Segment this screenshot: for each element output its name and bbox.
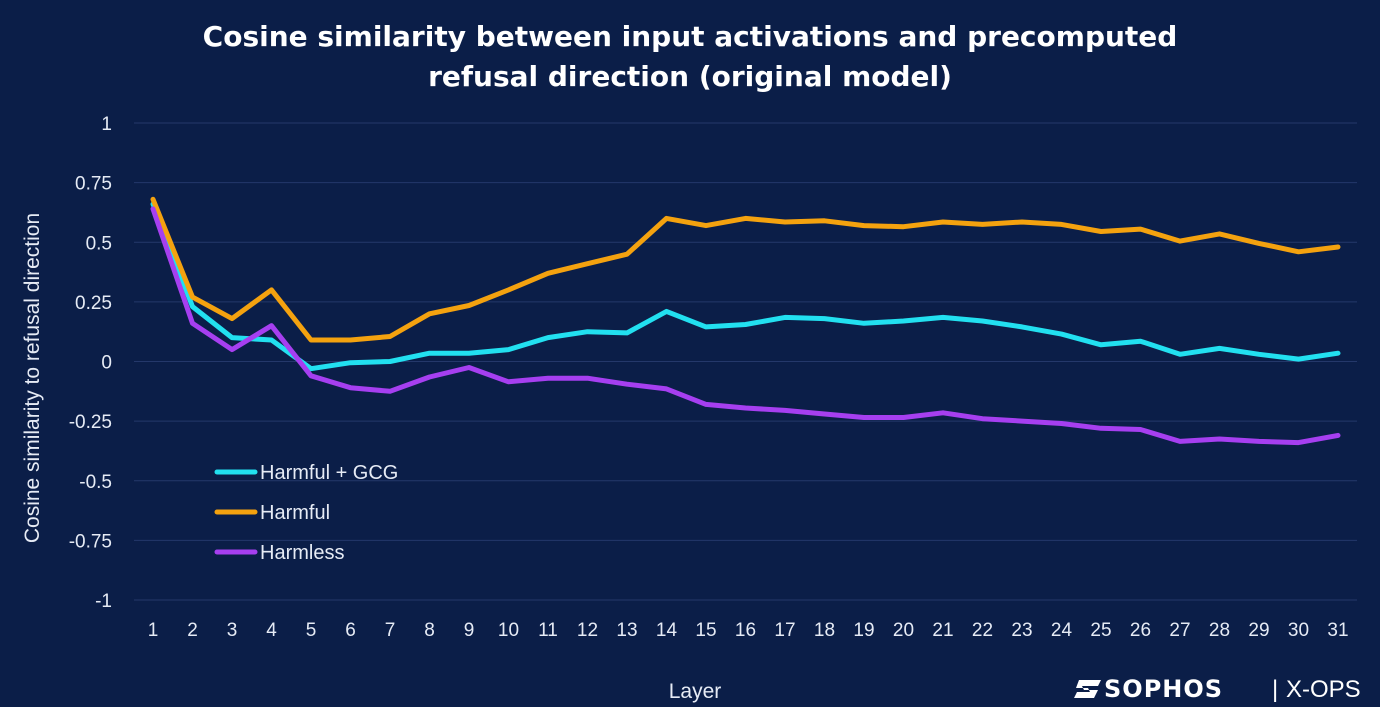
x-tick-label: 19 [853, 620, 874, 641]
series-line-harmless [150, 206, 1341, 446]
x-tick-label: 22 [972, 620, 993, 641]
series-line-harmful-gcg [150, 201, 1341, 372]
x-tick-label: 29 [1248, 620, 1269, 641]
x-tick-label: 31 [1327, 620, 1348, 641]
x-tick-label: 7 [385, 620, 396, 641]
x-tick-label: 12 [577, 620, 598, 641]
y-tick-label: 1 [101, 114, 112, 135]
x-tick-label: 15 [695, 620, 716, 641]
sophos-logo: SOPHOS | X-OPS [1074, 675, 1361, 703]
x-tick-label: 14 [656, 620, 678, 641]
x-tick-label: 1 [148, 620, 159, 641]
x-tick-label: 3 [227, 620, 238, 641]
gridlines [134, 122, 1357, 601]
logo-product: X-OPS [1286, 676, 1361, 703]
y-tick-label: 0.5 [86, 233, 112, 254]
x-tick-label: 20 [893, 620, 914, 641]
x-axis-ticks: 1 2 3 4 5 6 7 8 9 10 11 12 13 14 15 16 17 18 19 20 21 22 23 24 2… [148, 620, 1349, 641]
legend: Harmful + GCG Harmful Harmless [214, 462, 398, 564]
x-axis-label: Layer [669, 680, 722, 703]
x-tick-label: 11 [538, 620, 558, 641]
x-tick-label: 23 [1011, 620, 1032, 641]
legend-label: Harmful + GCG [260, 462, 398, 484]
x-tick-label: 10 [498, 620, 519, 641]
y-tick-label: -0.75 [69, 531, 112, 552]
chart-title-line-2: refusal direction (original model) [428, 60, 952, 93]
logo-separator: | [1272, 676, 1278, 703]
y-tick-label: 0.75 [75, 174, 112, 195]
x-tick-label: 9 [464, 620, 475, 641]
x-tick-label: 16 [735, 620, 756, 641]
x-tick-label: 18 [814, 620, 835, 641]
chart-title-line-1: Cosine similarity between input activati… [203, 20, 1178, 53]
legend-label: Harmless [260, 542, 344, 564]
legend-label: Harmful [260, 502, 330, 524]
x-tick-label: 4 [266, 620, 277, 641]
series-lines [150, 196, 1341, 446]
x-tick-label: 13 [616, 620, 637, 641]
x-tick-label: 26 [1130, 620, 1151, 641]
y-tick-label: -1 [95, 591, 112, 612]
y-axis-ticks: 1 0.75 0.5 0.25 0 -0.25 -0.5 -0.75 -1 [69, 114, 112, 612]
x-tick-label: 25 [1090, 620, 1111, 641]
series-line-harmful [150, 196, 1341, 343]
y-tick-label: 0.25 [75, 293, 112, 314]
y-tick-label: 0 [101, 353, 112, 374]
sophos-mark-icon [1074, 680, 1101, 698]
x-tick-label: 17 [774, 620, 795, 641]
x-tick-label: 2 [187, 620, 198, 641]
x-tick-label: 24 [1051, 620, 1073, 641]
x-tick-label: 8 [424, 620, 435, 641]
y-tick-label: -0.25 [69, 412, 112, 433]
logo-name: SOPHOS [1104, 675, 1223, 703]
x-tick-label: 28 [1209, 620, 1230, 641]
x-tick-label: 30 [1288, 620, 1309, 641]
x-tick-label: 21 [932, 620, 953, 641]
x-tick-label: 5 [306, 620, 317, 641]
y-tick-label: -0.5 [79, 472, 112, 493]
x-tick-label: 6 [345, 620, 356, 641]
x-tick-label: 27 [1169, 620, 1190, 641]
y-axis-label: Cosine similarity to refusal direction [21, 213, 44, 543]
